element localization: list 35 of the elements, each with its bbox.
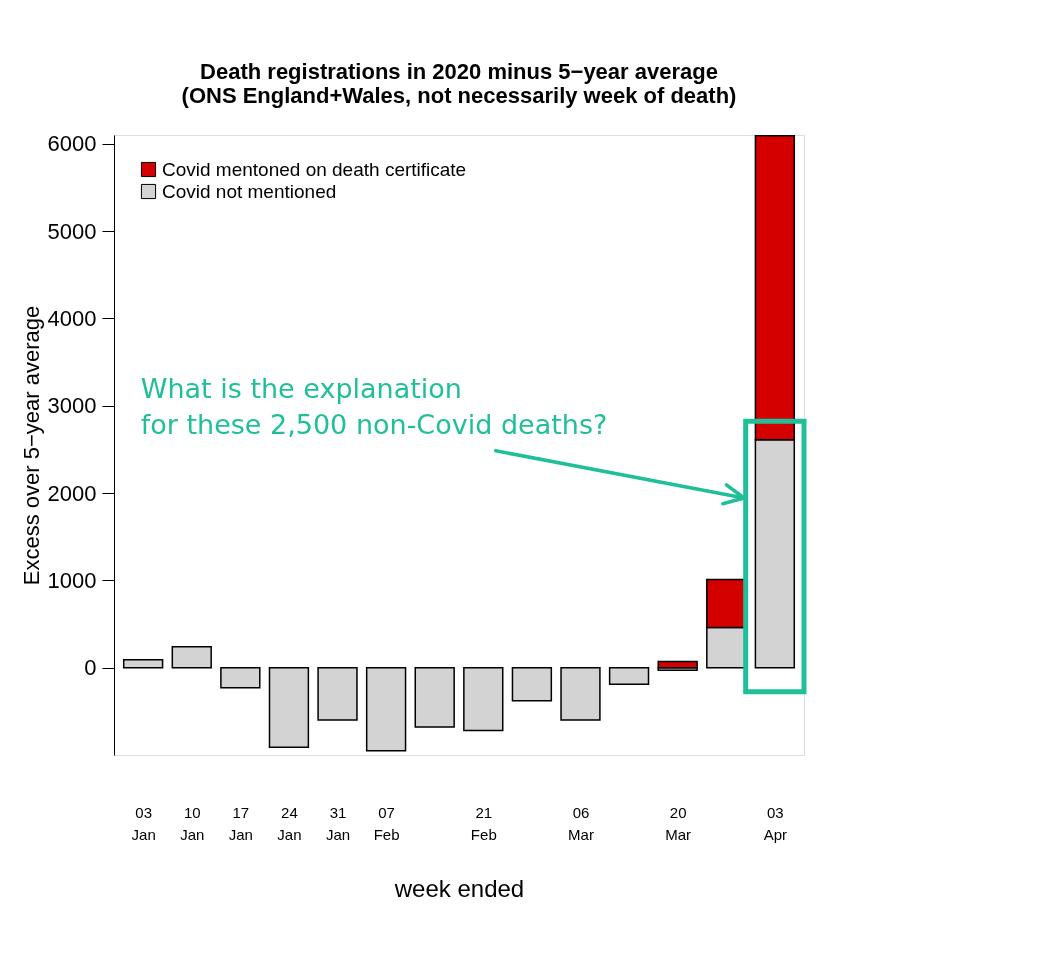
x-tick-label: 10 Jan [180,803,205,843]
bar [657,660,698,669]
y-tick-label: 5000 [47,218,97,244]
bar [365,666,407,752]
x-tick-label: 03 Apr [763,803,788,843]
text: Death registrations in 2020 minus 5−year average [200,58,718,84]
x-tick-label: 06 Mar [568,803,594,843]
annotation: What is the explanation for these 2,500 non-Covid deaths? [140,372,608,440]
bar [317,666,358,721]
y-tick-label: 0 [84,655,97,681]
y-tick-label: 2000 [47,480,97,506]
x-tick-label: 03 Jan [131,803,156,843]
bar [122,659,164,669]
x-tick-label: 24 Jan [277,803,302,843]
legend-label: Covid mentoned on death certificate [162,158,467,180]
x-tick-label: 07 Feb [373,803,400,843]
y-axis-title: Excess over 5−year average [18,305,44,586]
bar [511,666,553,702]
bar [220,666,261,689]
x-tick-label: 20 Mar [665,803,692,843]
x-tick-label: 21 Feb [470,803,497,843]
legend-label: Covid not mentioned [162,180,337,202]
bar [268,666,310,748]
bar [171,645,212,669]
bar [560,666,601,721]
bar [463,666,504,732]
y-tick-label: 4000 [47,305,97,331]
y-tick-label: 6000 [47,131,97,157]
bar [608,666,650,686]
y-tick-label: 1000 [47,567,97,593]
y-tick-label: 3000 [47,393,97,419]
x-tick-label: 17 Jan [228,803,253,843]
bar [414,666,455,728]
x-tick-label: 31 Jan [325,803,351,843]
x-axis-title: week ended [393,874,525,902]
